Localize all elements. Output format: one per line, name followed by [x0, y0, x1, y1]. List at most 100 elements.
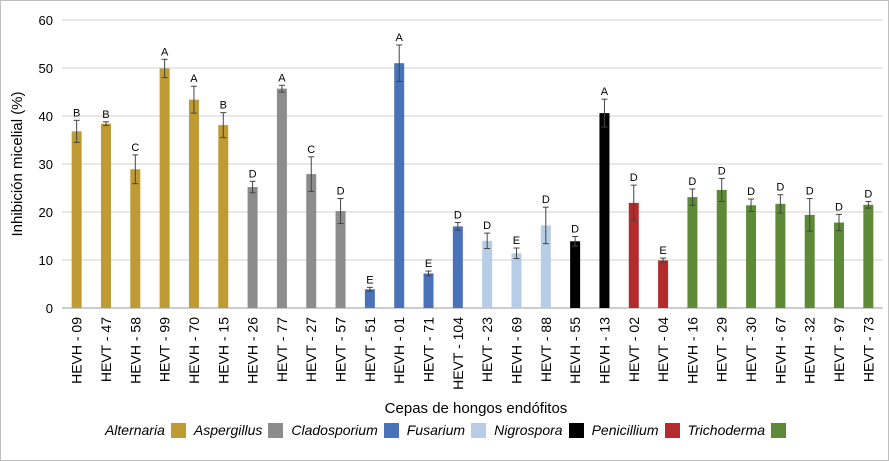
x-tick-label: HEVT - 30: [743, 317, 759, 382]
legend-item: Cladosporium: [291, 422, 399, 438]
significance-letter: D: [718, 165, 726, 177]
error-bar: [689, 188, 696, 206]
significance-letter: A: [396, 32, 404, 44]
significance-letter: D: [630, 172, 638, 184]
error-bar: [249, 180, 256, 194]
x-tick-label: HEVH - 09: [69, 317, 85, 384]
x-axis-ticks: HEVH - 09 HEVT - 47 HEVH - 58 HEVT - 99 HEVH…: [69, 317, 877, 390]
bar: [452, 226, 463, 308]
error-bar: [337, 198, 344, 225]
x-tick-label: HEVT - 104: [450, 317, 466, 390]
error-bar: [748, 198, 755, 213]
bar: [746, 205, 757, 308]
x-tick-label: HEVH - 32: [802, 317, 818, 384]
bar: [599, 113, 610, 309]
y-tick-label: 10: [39, 253, 53, 268]
legend-item: Alternaria: [105, 422, 186, 438]
significance-letter: A: [278, 72, 286, 84]
legend-label: Fusarium: [406, 422, 466, 438]
x-tick-label: HEVH - 58: [127, 317, 143, 384]
legend-label: Cladosporium: [291, 422, 378, 438]
error-bar: [161, 58, 168, 79]
y-tick-label: 20: [39, 205, 53, 220]
x-tick-label: HEVH - 70: [186, 317, 202, 384]
bar: [394, 63, 405, 309]
error-bar: [601, 98, 608, 128]
error-bar: [718, 177, 725, 202]
error-bar: [220, 112, 227, 139]
significance-letter: E: [425, 258, 432, 270]
significance-letter: C: [307, 144, 315, 156]
error-bar: [865, 200, 872, 209]
significance-letters: B B C A A B D A C D E A E D D E D D A D E D D D D D D D: [73, 32, 872, 286]
bar: [687, 197, 698, 308]
x-tick-label: HEVT - 73: [860, 317, 876, 382]
x-tick-label: HEVT - 97: [831, 317, 847, 382]
significance-letter: D: [835, 201, 843, 213]
gridlines: [62, 19, 883, 309]
bar: [834, 222, 845, 308]
y-tick-label: 0: [46, 301, 53, 316]
significance-letter: A: [601, 86, 609, 98]
significance-letter: B: [102, 109, 109, 121]
error-bar: [73, 119, 80, 143]
bar: [540, 225, 551, 308]
error-bar: [396, 44, 403, 82]
significance-letter: D: [571, 223, 579, 235]
y-axis-label: Inhibición micelial (%): [9, 91, 26, 236]
y-tick-label: 30: [39, 157, 53, 172]
legend-item: Nigrospora: [494, 422, 584, 438]
legend-swatch: [268, 422, 284, 438]
bar: [716, 189, 727, 308]
x-tick-label: HEVT - 71: [421, 317, 437, 382]
bar: [100, 123, 111, 309]
x-tick-label: HEVT - 02: [626, 317, 642, 382]
bar: [218, 125, 229, 309]
y-axis-ticks: 0 10 20 30 40 50 60: [39, 13, 53, 316]
error-bar: [484, 232, 491, 249]
legend-item: Trichoderma: [688, 422, 787, 438]
legend-label: Penicillium: [591, 422, 659, 438]
error-bar: [777, 194, 784, 214]
legend-swatch: [771, 422, 787, 438]
legend-swatch: [383, 422, 399, 438]
significance-letter: D: [776, 182, 784, 194]
x-axis-label: Cepas de hongos endófitos: [385, 400, 568, 417]
legend-label: Nigrospora: [494, 422, 563, 438]
significance-letter: D: [747, 186, 755, 198]
x-tick-label: HEVT - 29: [714, 317, 730, 382]
x-tick-label: HEVH - 67: [772, 317, 788, 384]
bar: [306, 174, 317, 308]
bar: [628, 202, 639, 308]
bar: [188, 99, 199, 309]
error-bar: [630, 184, 637, 222]
error-bar: [513, 247, 520, 260]
legend-swatch: [471, 422, 487, 438]
significance-letter: E: [659, 245, 666, 257]
x-tick-label: HEVH - 15: [215, 317, 231, 384]
chart-plot: 0 10 20 30 40 50 60 B B C A A B D A C D E A E D D E D D A D E D D D D D…: [9, 13, 883, 417]
error-bar: [132, 154, 139, 185]
significance-letter: D: [483, 220, 491, 232]
bar: [570, 241, 581, 308]
significance-letter: D: [864, 188, 872, 200]
bar: [364, 289, 375, 308]
significance-letter: D: [454, 210, 462, 222]
significance-letter: C: [131, 142, 139, 154]
x-tick-label: HEVT - 88: [538, 317, 554, 382]
bar: [159, 68, 170, 308]
bar: [804, 214, 815, 308]
y-tick-label: 60: [39, 13, 53, 28]
bars: [71, 63, 874, 309]
x-tick-label: HEVH - 55: [567, 317, 583, 384]
legend-swatch: [170, 422, 186, 438]
error-bar: [190, 85, 197, 114]
significance-letter: D: [542, 194, 550, 206]
error-bar: [836, 213, 843, 232]
x-tick-label: HEVH - 26: [245, 317, 261, 384]
error-bars: [73, 44, 872, 292]
error-bar: [278, 84, 285, 93]
significance-letter: E: [513, 235, 520, 247]
error-bar: [572, 235, 579, 247]
